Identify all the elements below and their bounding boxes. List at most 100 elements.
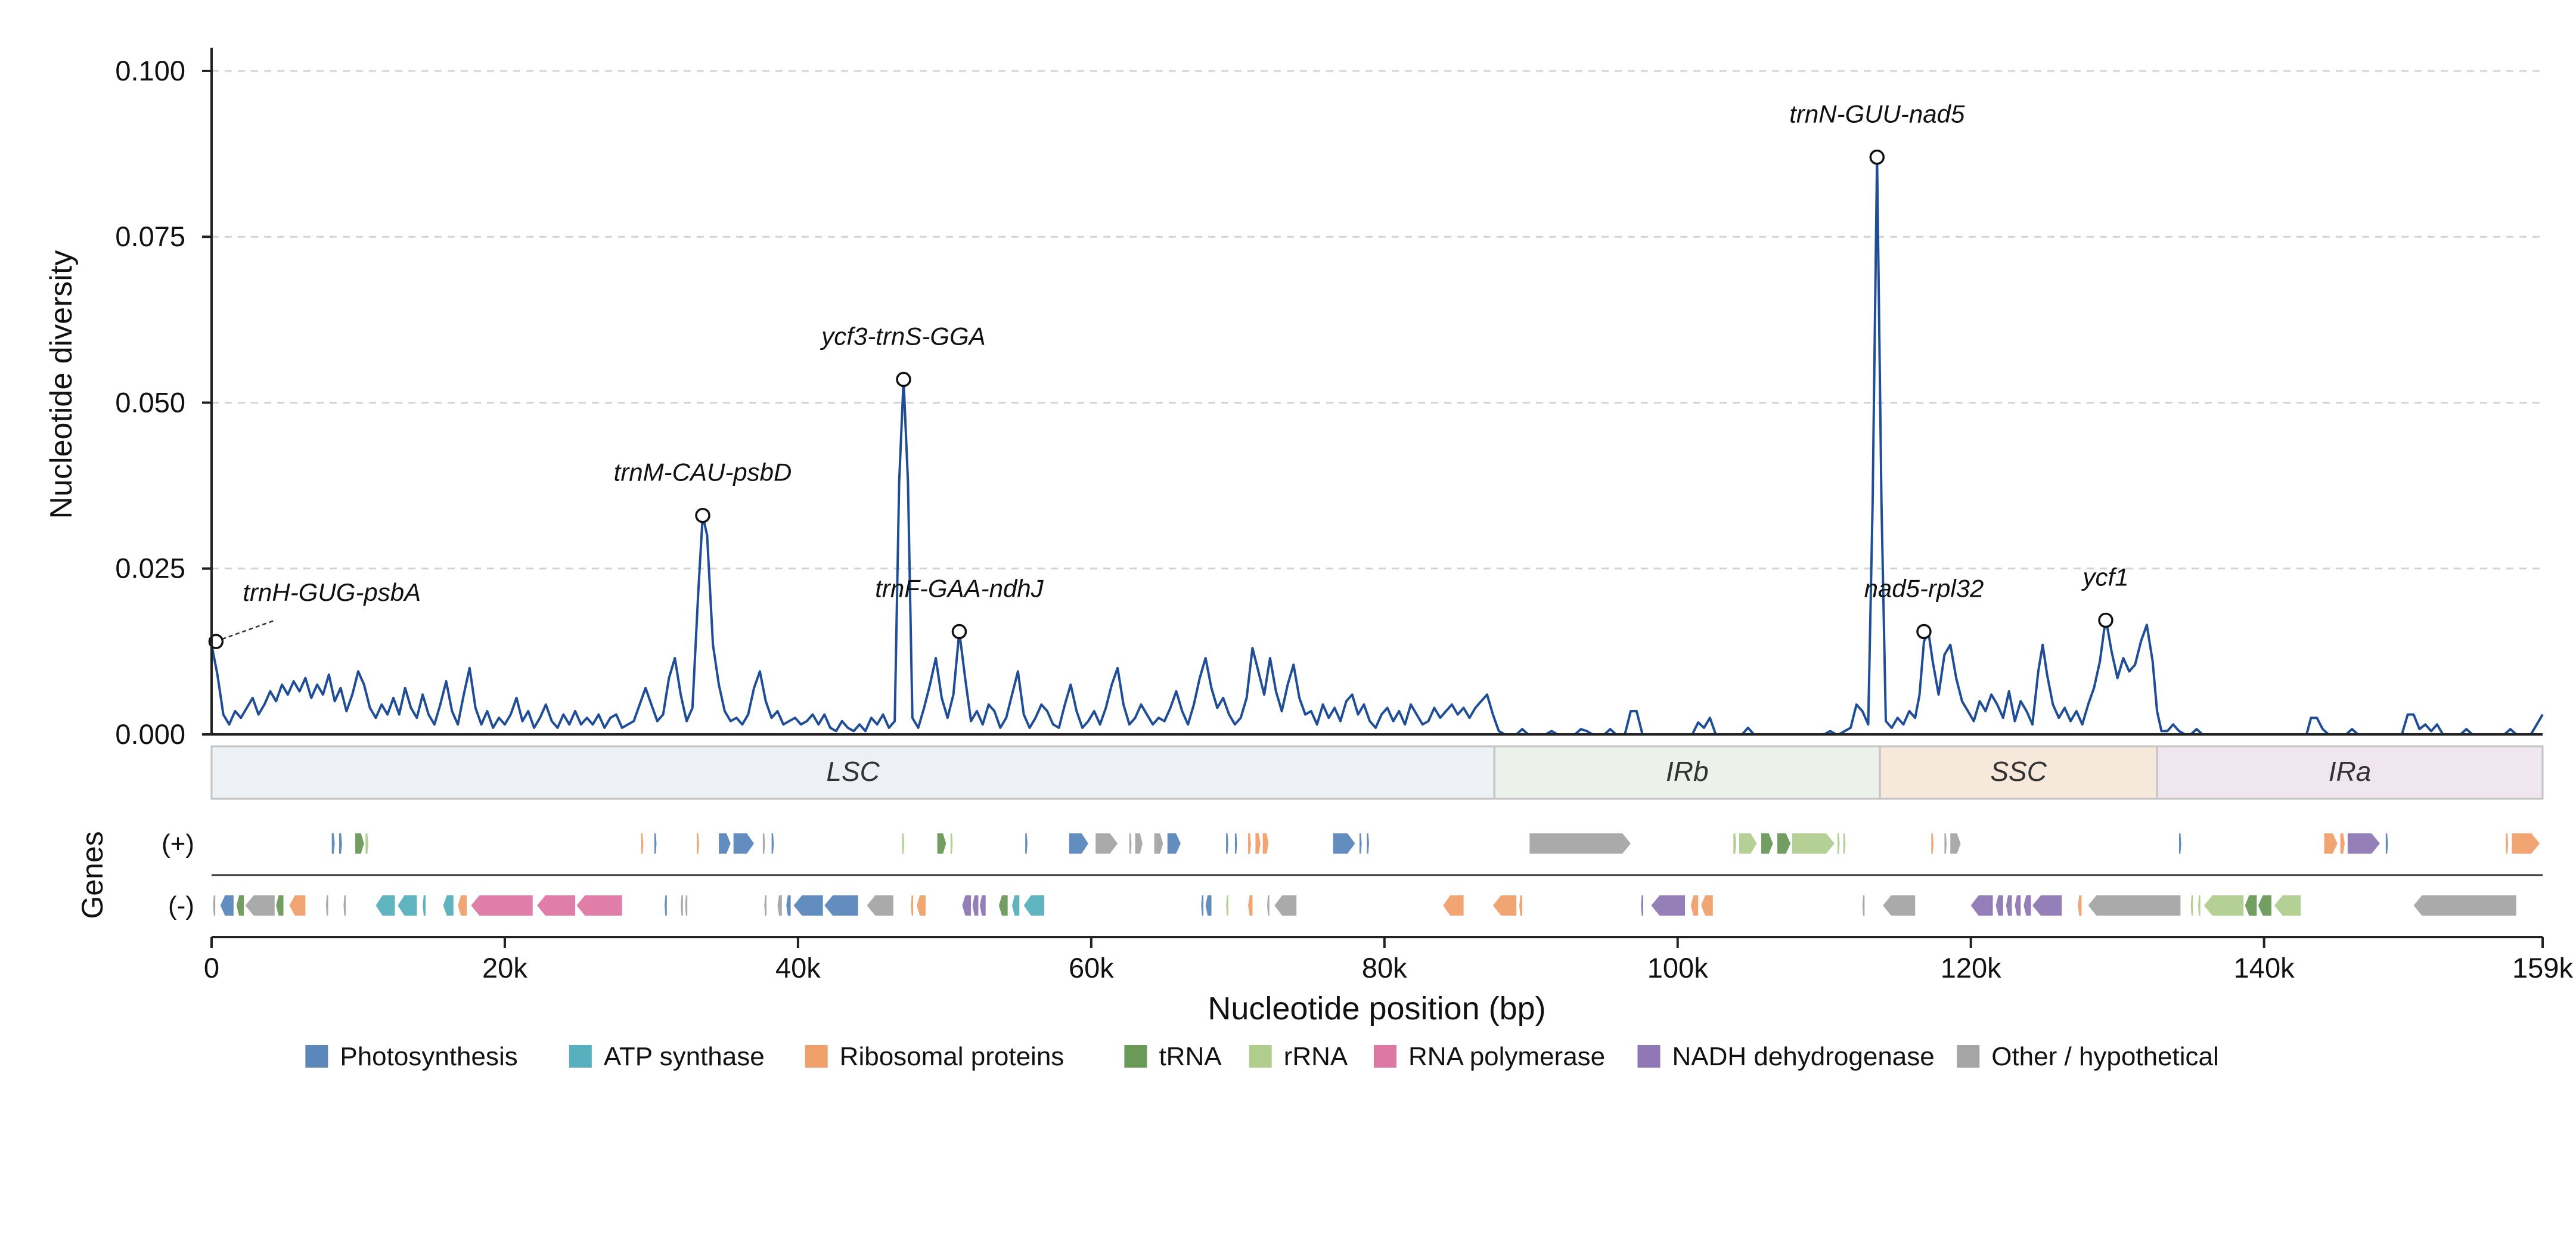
gene-plus [1529,833,1631,854]
gene-plus [1154,833,1163,854]
peak-label: trnF-GAA-ndhJ [875,574,1044,602]
legend-label: Ribosomal proteins [840,1042,1064,1071]
gene-minus [2198,895,2201,916]
gene-plus [1226,833,1228,854]
gene-plus [762,833,765,854]
gene-minus [665,895,667,916]
x-tick-label: 140k [2234,952,2295,984]
gene-plus [1761,833,1773,854]
legend-item: Other / hypothetical [1957,1042,2219,1071]
gene-minus [471,895,533,916]
legend-label: tRNA [1159,1042,1222,1071]
x-tick-label: 20k [482,952,527,984]
legend-label: ATP synthase [604,1042,765,1071]
gene-minus [1248,895,1253,916]
gene-plus [1931,833,1933,854]
region-box [1493,745,1881,800]
gene-minus [325,895,328,916]
gene-plus [355,833,364,854]
gene-plus [950,833,953,854]
gene-minus [2203,895,2244,916]
gene-minus [398,895,417,916]
region-ssc: SSC [1879,745,2158,800]
gene-minus [1023,895,1045,916]
x-tick-label: 80k [1362,952,1407,984]
gene-plus [1843,833,1846,854]
gene-minus [2006,895,2012,916]
legend-swatch [805,1045,828,1068]
gene-plus [2512,833,2540,854]
gene-minus [972,895,979,916]
legend-item: NADH dehydrogenase [1637,1042,1935,1071]
gene-minus [764,895,767,916]
x-tick-label: 100k [1647,952,1708,984]
gene-minus [236,895,244,916]
gene-minus [2023,895,2031,916]
legend-label: Photosynthesis [340,1042,517,1071]
legend-item: rRNA [1249,1042,1348,1071]
peak-nad5-rpl32: nad5-rpl32 [1864,574,1984,640]
gene-plus [641,833,644,854]
legend-label: NADH dehydrogenase [1672,1042,1934,1071]
gene-plus [1950,833,1961,854]
gene-minus [1883,895,1916,916]
gene-plus [1777,833,1791,854]
gene-minus [276,895,284,916]
grid-lines [212,70,2543,570]
gene-minus [458,895,467,916]
legend-label: RNA polymerase [1408,1042,1605,1071]
legend-swatch [569,1045,592,1068]
gene-minus [1201,895,1204,916]
gene-minus [1012,895,1020,916]
gene-plus [1069,833,1088,854]
peak-trnF-GAA-ndhJ: trnF-GAA-ndhJ [875,574,1044,640]
peak-marker [1916,624,1932,640]
gene-minus [1641,895,1643,916]
gene-minus [375,895,395,916]
region-box [210,745,1495,800]
gene-plus [2324,833,2338,854]
peak-marker [2098,612,2113,628]
gene-minus [824,895,858,916]
x-tick-label: 40k [775,952,821,984]
gene-plus [1167,833,1181,854]
y-tick-label: 0.025 [115,553,185,584]
gene-plus [1248,833,1251,854]
gene-minus [2088,895,2181,916]
gene-plus [697,833,699,854]
legend-swatch [1124,1045,1147,1068]
strand-plus-label: (+) [162,829,194,858]
gene-minus [1690,895,1699,916]
gene-minus [2190,895,2193,916]
peak-label: trnM-CAU-psbD [614,458,792,486]
gene-minus [2274,895,2301,916]
region-ira: IRa [2156,745,2544,800]
gene-plus [719,833,731,854]
region-label: IRb [1666,756,1709,787]
gene-minus [962,895,972,916]
gene-plus [339,833,342,854]
peak-ycf3-trnS-GGA: ycf3-trnS-GGA [820,322,986,387]
region-label: LSC [826,756,880,787]
gene-plus [1837,833,1840,854]
gene-minus [443,895,454,916]
y-tick-label: 0.100 [115,55,185,86]
region-box [2156,745,2544,800]
gene-minus [1519,895,1523,916]
gene-minus [793,895,823,916]
gene-minus [1970,895,1993,916]
gene-plus [2340,833,2345,854]
gene-minus [917,895,926,916]
gene-minus [1651,895,1686,916]
gene-plus [937,833,946,854]
region-lsc: LSC [210,745,1495,800]
axes: 0.000 0.025 0.050 0.075 0.100 0 20k 40k 60k 80k 10… [115,48,2573,984]
gene-minus [1701,895,1713,916]
gene-minus [786,895,791,916]
diversity-line [210,156,2544,736]
gene-plus [1944,833,1947,854]
legend-label: Other / hypothetical [1991,1042,2219,1071]
gene-plus [2385,833,2388,854]
peak-trnM-CAU-psbD: trnM-CAU-psbD [614,458,792,523]
gene-minus [2258,895,2271,916]
